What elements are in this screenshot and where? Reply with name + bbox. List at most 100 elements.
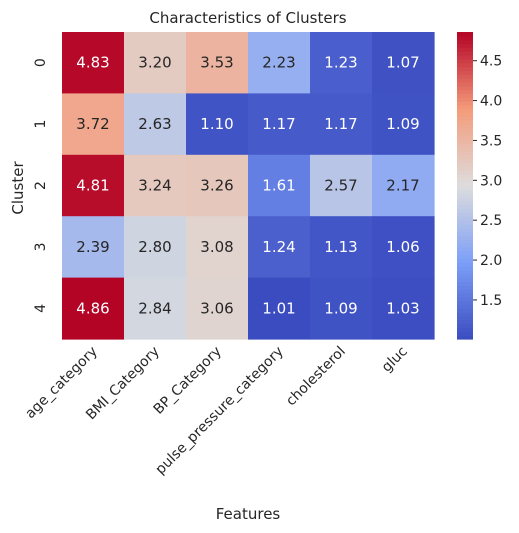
- cell-value-label: 4.81: [76, 177, 109, 195]
- cell-value-label: 1.61: [262, 177, 295, 195]
- colorbar-segment: [457, 304, 473, 309]
- colorbar-segment: [457, 74, 473, 79]
- colorbar-segment: [457, 335, 473, 340]
- heatmap-cell: [124, 32, 187, 94]
- colorbar-segment: [457, 81, 473, 87]
- heatmap-cell: [248, 32, 311, 94]
- colorbar-segment: [457, 300, 473, 306]
- cell-value-label: 4.83: [76, 54, 109, 72]
- colorbar-segment: [457, 231, 473, 236]
- colorbar-segment: [457, 32, 473, 37]
- colorbar-segment: [457, 292, 473, 298]
- colorbar-tick-labels: 1.5 2.0 2.5 3.0 3.5 4.0 4.5: [473, 54, 502, 309]
- heatmap-cell: [62, 32, 125, 94]
- heatmap-cell: [248, 154, 311, 217]
- colorbar-segment: [457, 273, 473, 279]
- colorbar-segment: [457, 323, 473, 329]
- cell-value-label: 3.20: [138, 54, 171, 72]
- colorbar-segment: [457, 200, 473, 206]
- cell-value-label: 2.57: [324, 177, 357, 195]
- colorbar-tick-label: 4.5: [480, 54, 502, 70]
- colorbar-segment: [457, 154, 473, 160]
- cell-value-label: 2.63: [138, 115, 171, 133]
- heatmap-cell: [124, 93, 187, 156]
- colorbar-segment: [457, 39, 473, 45]
- cell-value-label: 4.86: [76, 299, 109, 317]
- colorbar-segment: [457, 147, 473, 152]
- cell-value-label: 3.24: [138, 177, 171, 195]
- colorbar-segment: [457, 135, 473, 141]
- cell-value-label: 1.10: [200, 115, 233, 133]
- colorbar-segment: [457, 62, 473, 68]
- colorbar-segment: [457, 116, 473, 121]
- y-tick-label: 1: [33, 120, 49, 129]
- colorbar-segment: [457, 327, 473, 332]
- cell-value-label: 1.03: [386, 299, 419, 317]
- colorbar-segment: [457, 319, 473, 325]
- cell-value-label: 3.06: [200, 299, 233, 317]
- colorbar-segment: [457, 170, 473, 175]
- colorbar-segment: [457, 85, 473, 91]
- cell-value-label: 1.09: [324, 299, 357, 317]
- colorbar-segment: [457, 254, 473, 260]
- heatmap-cell: [124, 154, 187, 217]
- colorbar-segment: [457, 239, 473, 244]
- colorbar-segment: [457, 89, 473, 94]
- colorbar-segment: [457, 55, 473, 60]
- cell-value-label: 2.23: [262, 54, 295, 72]
- heatmap-cell: [62, 216, 125, 279]
- colorbar-segment: [457, 127, 473, 133]
- x-tick-label: pulse_pressure_category: [153, 344, 287, 478]
- colorbar-segment: [457, 235, 473, 240]
- heatmap-cell: [62, 93, 125, 156]
- heatmap-cell: [186, 32, 249, 94]
- heatmap-cell: [310, 32, 373, 94]
- colorbar-segment: [457, 258, 473, 263]
- colorbar-segment: [457, 162, 473, 167]
- y-axis-tick-labels: 0 1 2 3 4: [33, 58, 49, 313]
- heatmap-cell: [124, 216, 187, 279]
- colorbar-tick-label: 4.0: [480, 94, 502, 110]
- colorbar-segment: [457, 131, 473, 137]
- y-axis-label: Cluster: [9, 161, 27, 215]
- colorbar-segment: [457, 227, 473, 233]
- colorbar-segment: [457, 220, 473, 225]
- colorbar-segment: [457, 277, 473, 283]
- colorbar-segment: [457, 93, 473, 98]
- cell-value-label: 3.53: [200, 54, 233, 72]
- colorbar-segment: [457, 112, 473, 118]
- colorbar-segment: [457, 331, 473, 336]
- colorbar-segment: [457, 139, 473, 144]
- heatmap-value-labels: 4.83 3.20 3.53 2.23 1.23 1.07 3.72 2.63 1.10 1.17…: [76, 54, 419, 318]
- heatmap-cell: [62, 277, 125, 340]
- cell-value-label: 2.17: [386, 177, 419, 195]
- y-tick-label: 4: [33, 304, 49, 313]
- heatmap-cell: [310, 154, 373, 217]
- colorbar-segment: [457, 216, 473, 221]
- cell-value-label: 1.07: [386, 54, 419, 72]
- colorbar-segment: [457, 212, 473, 217]
- colorbar-segment: [457, 208, 473, 213]
- x-tick-label: gluc: [379, 344, 411, 376]
- colorbar-segment: [457, 51, 473, 56]
- colorbar-segment: [457, 108, 473, 114]
- colorbar-tick-label: 3.0: [480, 173, 502, 189]
- colorbar-segment: [457, 150, 473, 156]
- colorbar-tick-label: 3.5: [480, 133, 502, 149]
- colorbar-segment: [457, 266, 473, 271]
- colorbar-segment: [457, 185, 473, 190]
- colorbar-segment: [457, 243, 473, 248]
- colorbar-segment: [457, 312, 473, 317]
- cell-value-label: 2.84: [138, 299, 171, 317]
- colorbar: [457, 32, 473, 340]
- colorbar-segment: [457, 43, 473, 48]
- colorbar-segment: [457, 101, 473, 106]
- y-tick-label: 0: [33, 58, 49, 67]
- colorbar-segment: [457, 70, 473, 75]
- heatmap-cell: [248, 216, 311, 279]
- heatmap-cell: [186, 277, 249, 340]
- colorbar-segment: [457, 66, 473, 71]
- colorbar-segment: [457, 285, 473, 290]
- colorbar-segment: [457, 143, 473, 148]
